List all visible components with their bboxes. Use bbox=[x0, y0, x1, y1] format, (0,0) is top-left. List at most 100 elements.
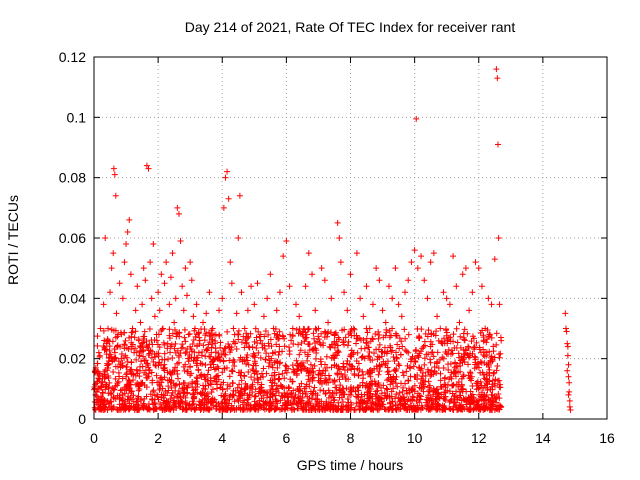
roti-point bbox=[266, 399, 273, 406]
roti-point bbox=[115, 378, 122, 385]
roti-point bbox=[122, 337, 129, 344]
roti-point bbox=[158, 394, 165, 401]
roti-point bbox=[223, 406, 230, 413]
roti-point bbox=[174, 371, 181, 378]
roti-point bbox=[226, 383, 233, 390]
roti-point bbox=[367, 356, 374, 363]
roti-point bbox=[240, 399, 247, 406]
roti-point bbox=[141, 369, 148, 376]
roti-point bbox=[305, 250, 312, 257]
roti-point bbox=[203, 310, 210, 317]
roti-point bbox=[208, 349, 215, 356]
roti-point bbox=[187, 259, 194, 266]
roti-point bbox=[402, 380, 409, 387]
roti-point bbox=[332, 384, 339, 391]
roti-point bbox=[486, 397, 493, 404]
roti-point bbox=[566, 379, 573, 386]
roti-point bbox=[311, 384, 318, 391]
roti-point bbox=[565, 391, 572, 398]
roti-point bbox=[145, 352, 152, 359]
roti-point bbox=[220, 348, 227, 355]
data-points bbox=[91, 66, 574, 413]
roti-point bbox=[354, 384, 361, 391]
roti-point bbox=[417, 348, 424, 355]
roti-point bbox=[461, 326, 468, 333]
roti-point bbox=[309, 365, 316, 372]
roti-point bbox=[476, 346, 483, 353]
roti-point bbox=[286, 351, 293, 358]
roti-point bbox=[359, 368, 366, 375]
roti-point bbox=[251, 338, 258, 345]
roti-point bbox=[177, 399, 184, 406]
roti-point bbox=[175, 210, 182, 217]
roti-point bbox=[489, 386, 496, 393]
roti-point bbox=[129, 325, 136, 332]
roti-point bbox=[150, 358, 157, 365]
roti-point bbox=[355, 360, 362, 367]
roti-point bbox=[251, 301, 258, 308]
roti-point bbox=[277, 397, 284, 404]
roti-point bbox=[397, 405, 404, 412]
roti-point bbox=[288, 337, 295, 344]
roti-point bbox=[244, 351, 251, 358]
roti-point bbox=[412, 373, 419, 380]
roti-point bbox=[245, 369, 252, 376]
roti-point bbox=[297, 366, 304, 373]
y-tick-label: 0.08 bbox=[59, 170, 86, 186]
roti-point bbox=[263, 389, 270, 396]
roti-point bbox=[347, 271, 354, 278]
roti-point bbox=[318, 406, 325, 413]
roti-point bbox=[241, 372, 248, 379]
roti-point bbox=[286, 283, 293, 290]
roti-point bbox=[407, 358, 414, 365]
roti-point bbox=[447, 405, 454, 412]
roti-point bbox=[281, 335, 288, 342]
roti-point bbox=[315, 371, 322, 378]
roti-point bbox=[235, 235, 242, 241]
roti-point bbox=[226, 343, 233, 350]
roti-point bbox=[473, 339, 480, 346]
roti-point bbox=[97, 401, 104, 408]
roti-point bbox=[309, 271, 316, 278]
roti-point bbox=[422, 378, 429, 385]
roti-point bbox=[470, 394, 477, 401]
roti-point bbox=[296, 362, 303, 369]
roti-point bbox=[260, 373, 267, 380]
roti-point bbox=[166, 376, 173, 383]
roti-point bbox=[420, 388, 427, 395]
roti-point bbox=[376, 277, 383, 284]
roti-point bbox=[366, 353, 373, 360]
roti-point bbox=[232, 340, 239, 347]
roti-point bbox=[330, 397, 337, 404]
roti-point bbox=[385, 283, 392, 290]
roti-point bbox=[366, 393, 373, 400]
roti-point bbox=[116, 373, 123, 380]
roti-point bbox=[378, 348, 385, 355]
roti-point bbox=[110, 368, 117, 375]
roti-point bbox=[119, 375, 126, 382]
roti-point bbox=[251, 398, 258, 405]
roti-point bbox=[230, 325, 237, 332]
roti-point bbox=[192, 380, 199, 387]
roti-point bbox=[270, 325, 277, 332]
roti-point bbox=[562, 310, 569, 317]
roti-point bbox=[427, 259, 434, 266]
roti-point bbox=[389, 295, 396, 302]
roti-point bbox=[159, 385, 166, 392]
y-axis-label: ROTI / TECUs bbox=[5, 195, 21, 285]
roti-point bbox=[326, 343, 333, 350]
x-tick-label: 10 bbox=[407, 430, 423, 446]
roti-point bbox=[470, 344, 477, 351]
roti-point bbox=[399, 388, 406, 395]
roti-point bbox=[450, 253, 457, 260]
roti-point bbox=[192, 386, 199, 393]
roti-point bbox=[327, 404, 334, 411]
roti-point bbox=[160, 365, 167, 372]
roti-point bbox=[497, 350, 504, 357]
roti-point bbox=[213, 399, 220, 406]
roti-point bbox=[180, 379, 187, 386]
roti-point bbox=[94, 342, 101, 349]
roti-point bbox=[460, 346, 467, 353]
roti-point bbox=[430, 250, 437, 257]
roti-point bbox=[486, 369, 493, 376]
